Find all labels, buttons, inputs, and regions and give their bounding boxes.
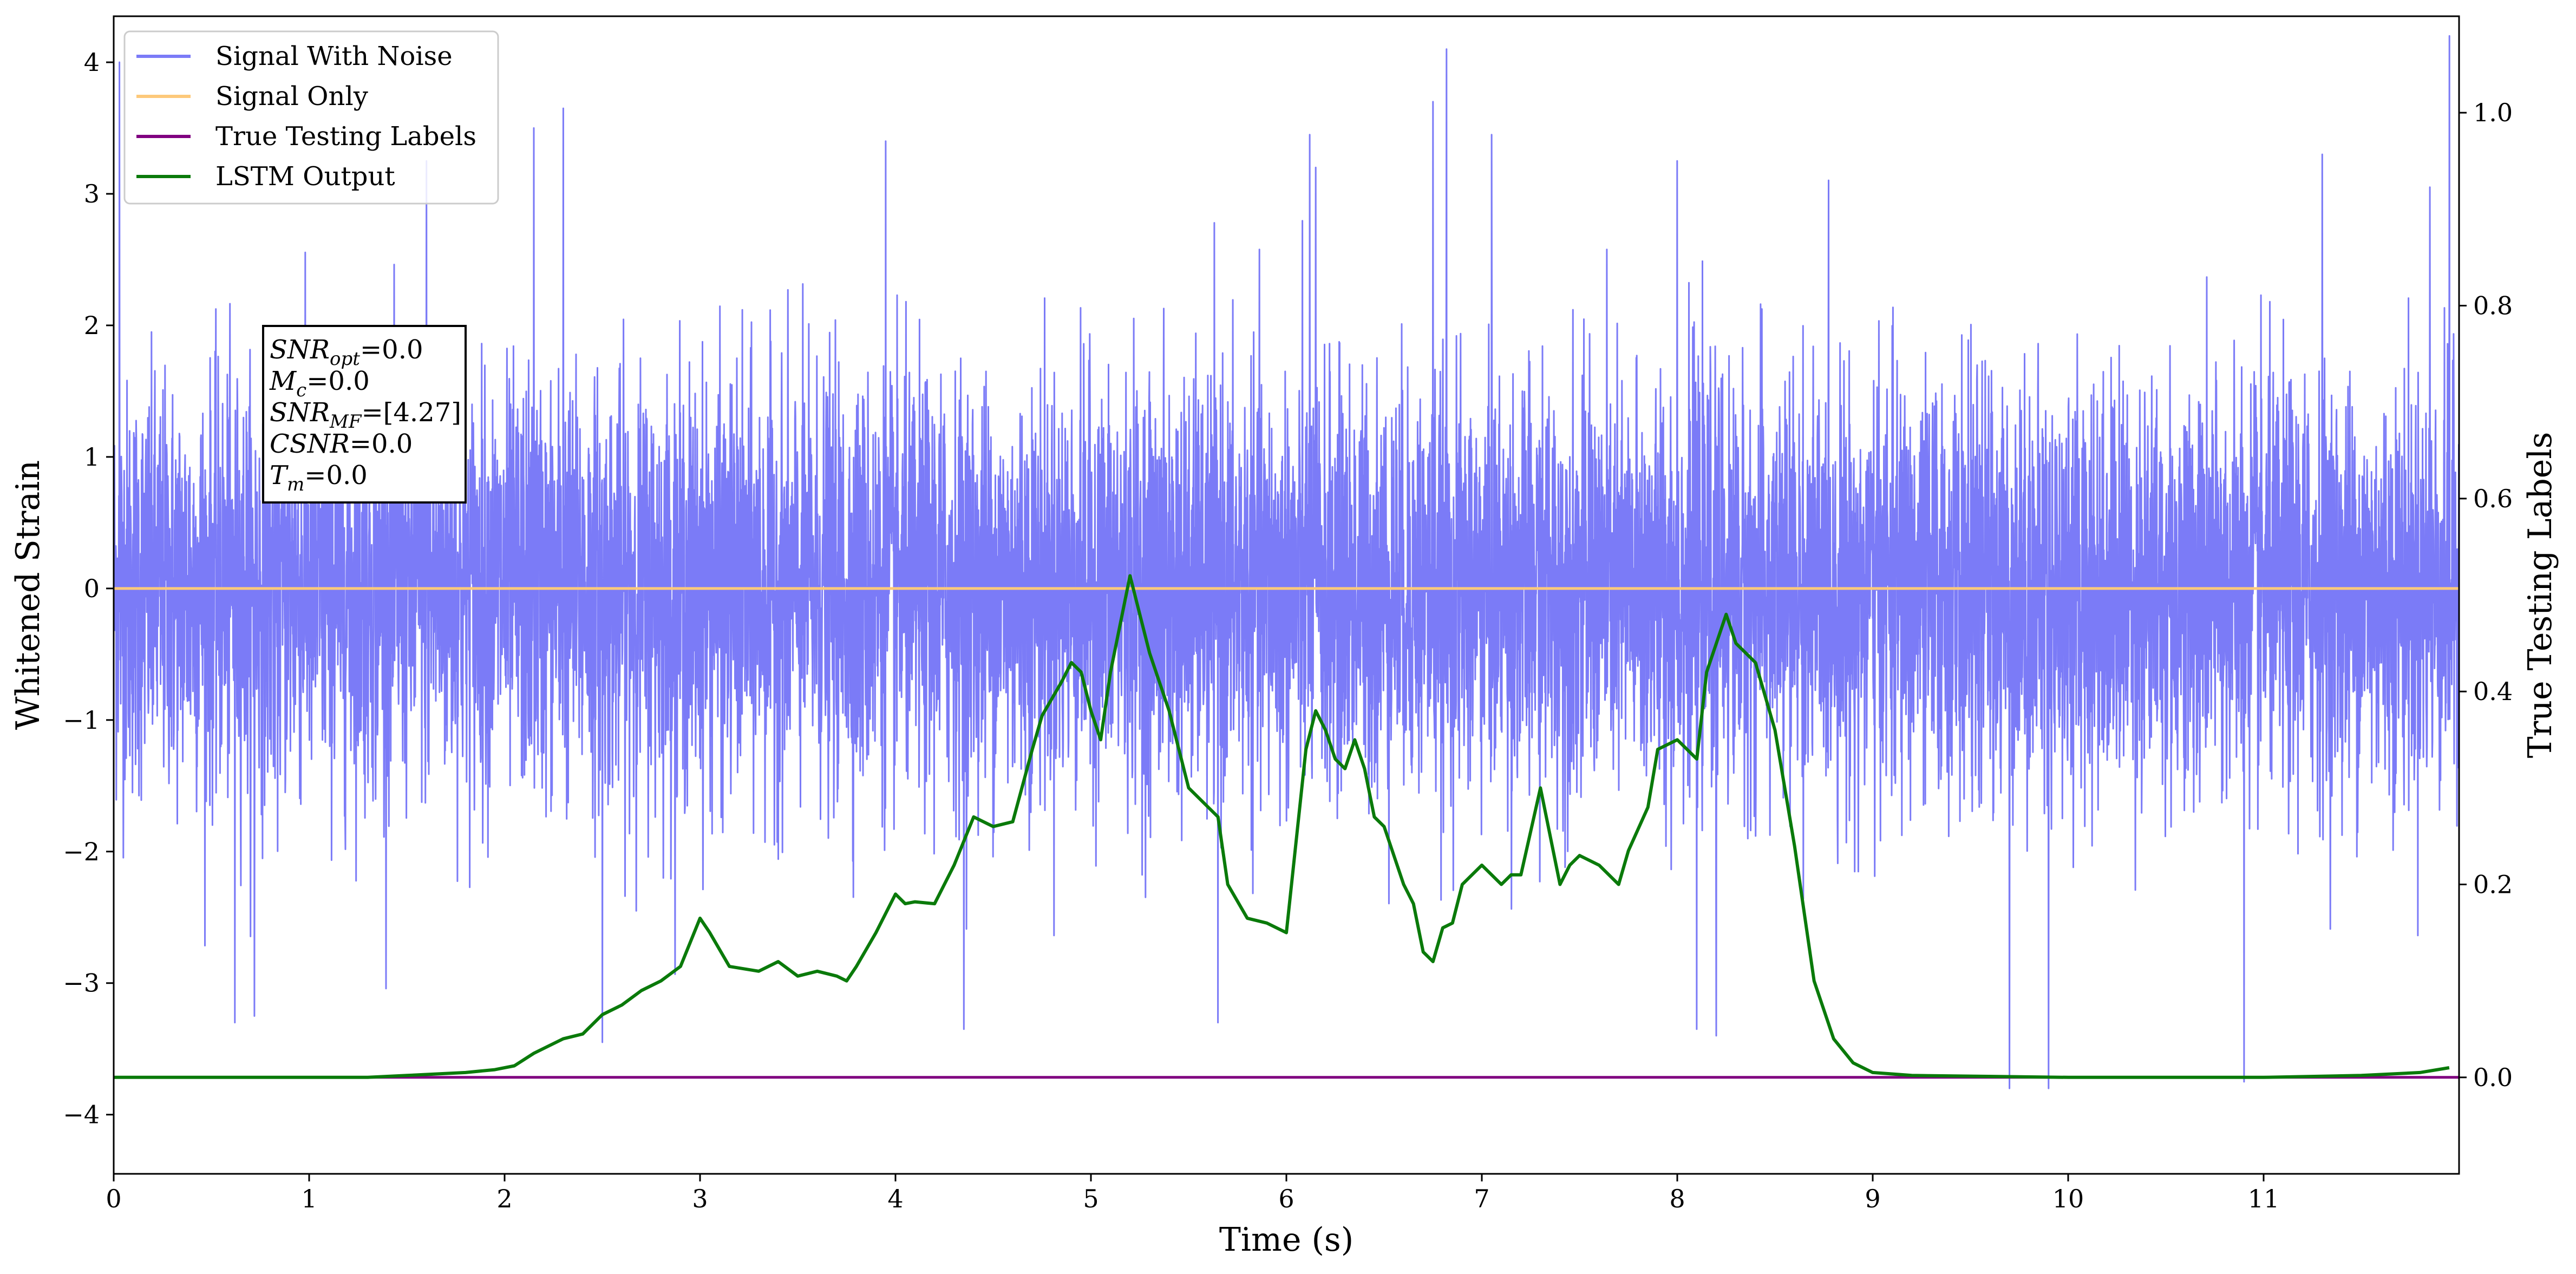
x-tick-label: 1: [301, 1184, 317, 1213]
x-tick-label: 9: [1865, 1184, 1880, 1213]
y-tick-label: −4: [63, 1100, 100, 1129]
axes-layer: 0 1 2 3 4 5 6 7 8 9 10 11 −4 −3 −2 −1 0 1 2 3 4 0.0 0.2 0.4 0.6 0…: [63, 48, 2513, 1213]
x-tick-label: 3: [692, 1184, 708, 1213]
y-tick-label: −1: [63, 705, 100, 735]
series-signal-with-noise: [114, 35, 2459, 1089]
y2-axis-title: True Testing Labels: [2521, 432, 2559, 759]
x-tick-label: 11: [2248, 1184, 2280, 1213]
y2-tick-label: 1.0: [2473, 98, 2513, 127]
x-tick-label: 6: [1278, 1184, 1294, 1213]
y-tick-label: −3: [63, 969, 100, 998]
annotation-box: SNRopt=0.0Mc=0.0SNRMF=[4.27]CSNR=0.0Tm=0…: [262, 325, 467, 504]
x-tick-label: 10: [2052, 1184, 2084, 1213]
x-tick-label: 4: [887, 1184, 903, 1213]
legend: Signal With Noise Signal Only True Testing…: [123, 30, 499, 205]
annotation-line: Mc=0.0: [269, 366, 370, 401]
legend-label-lstm-output: LSTM Output: [215, 161, 395, 192]
series-layer: [114, 35, 2459, 1089]
annotation-line: SNRopt=0.0: [270, 335, 423, 370]
y-tick-label: 4: [84, 48, 100, 77]
x-tick-label: 5: [1083, 1184, 1099, 1213]
annotation-line: CSNR=0.0: [270, 429, 413, 459]
y-tick-label: −2: [63, 837, 100, 866]
legend-frame: [123, 30, 499, 205]
y-tick-label: 1: [84, 442, 100, 472]
x-tick-label: 2: [496, 1184, 512, 1213]
legend-label-true-testing-labels: True Testing Labels: [215, 121, 476, 152]
x-tick-label: 0: [106, 1184, 121, 1213]
annotation-line: Tm=0.0: [270, 460, 368, 495]
y2-tick-label: 0.0: [2473, 1063, 2513, 1092]
y2-tick-label: 0.2: [2473, 870, 2513, 899]
legend-label-signal-with-noise: Signal With Noise: [215, 41, 453, 71]
series-lstm-output: [114, 574, 2450, 1079]
y2-tick-label: 0.6: [2473, 484, 2513, 513]
y-tick-label: 2: [84, 311, 100, 340]
y-axis-title: Whitened Strain: [9, 460, 47, 730]
annotation-line: SNRMF=[4.27]: [270, 397, 461, 433]
x-axis-title: Time (s): [1219, 1221, 1354, 1259]
y2-tick-label: 0.8: [2473, 291, 2513, 321]
legend-label-signal-only: Signal Only: [215, 81, 368, 112]
annotation-frame: [262, 325, 467, 504]
y-tick-label: 3: [84, 179, 100, 208]
y-tick-label: 0: [84, 574, 100, 603]
x-tick-label: 8: [1669, 1184, 1685, 1213]
y2-tick-label: 0.4: [2473, 677, 2513, 706]
x-tick-label: 7: [1474, 1184, 1489, 1213]
